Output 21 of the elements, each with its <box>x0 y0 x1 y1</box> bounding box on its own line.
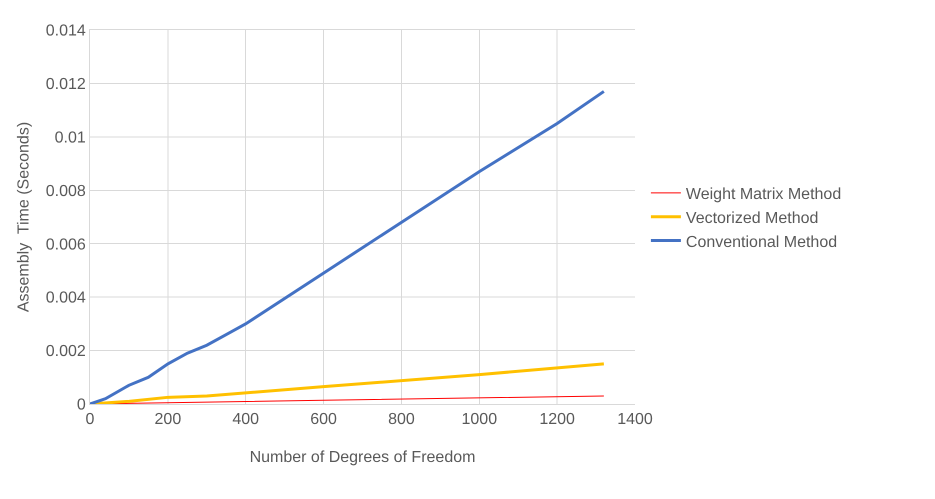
y-tick-label: 0 <box>76 396 86 414</box>
legend-label: Weight Matrix Method <box>686 186 842 204</box>
x-axis-title: Number of Degrees of Freedom <box>250 449 476 466</box>
y-tick-label: 0.008 <box>46 182 86 200</box>
legend-label: Conventional Method <box>686 234 838 251</box>
x-tick-label: 400 <box>232 411 260 428</box>
line-series <box>90 90 606 404</box>
x-tick-label: 1200 <box>539 411 576 428</box>
y-axis-title: Assembly Time (Seconds) <box>16 122 33 312</box>
x-tick-label: 800 <box>388 411 415 428</box>
legend-label: Vectorized Method <box>686 210 818 227</box>
y-tick-label: 0.014 <box>46 22 86 40</box>
y-tick-label: 0.006 <box>46 236 86 254</box>
y-tick-label: 0.002 <box>46 343 86 360</box>
x-tick-label: 1000 <box>461 411 498 428</box>
y-tick-label: 0.004 <box>46 290 86 307</box>
x-tick-label: 600 <box>310 411 338 428</box>
x-tick-label: 1400 <box>617 411 653 428</box>
y-tick-label: 0.012 <box>46 76 86 94</box>
x-tick-label: 200 <box>154 411 182 428</box>
y-tick-label: 0.01 <box>54 129 86 146</box>
